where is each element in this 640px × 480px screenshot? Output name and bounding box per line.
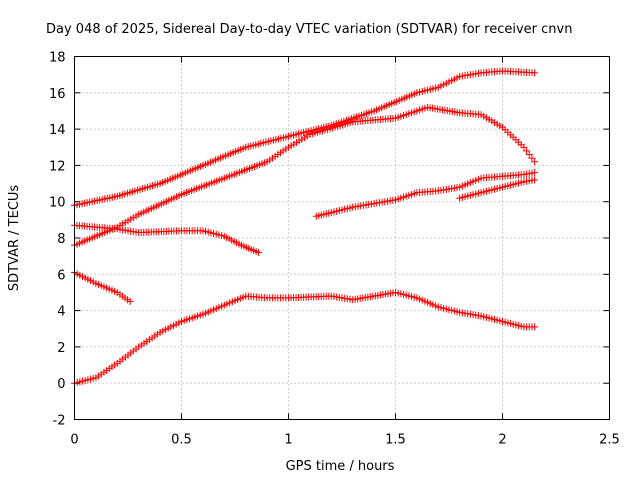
series-track-2 [71,103,539,249]
y-tick-label: 8 [57,232,65,247]
series-track-1 [71,67,539,209]
y-tick-label: 2 [57,341,65,356]
plot-frame [74,56,610,420]
x-tick-label: 0 [70,433,78,448]
y-tick-label: 10 [49,196,66,211]
data-point [255,249,263,257]
x-tick-label: 1 [284,433,292,448]
y-tick-label: 0 [57,377,65,392]
grid [74,56,610,420]
data-point [531,323,539,331]
axis-ticks: 0 0.5 1 1.5 2 2.5 -2 0 2 4 6 8 10 12 14 16 18 [49,51,620,448]
series-track-6 [312,169,539,220]
data-point [531,169,539,177]
chart-title: Day 048 of 2025, Sidereal Day-to-day VTE… [46,22,572,37]
x-tick-label: 1.5 [385,433,406,448]
data-point [523,147,531,155]
y-tick-label: 16 [49,87,66,102]
x-tick-label: 2 [498,433,506,448]
data-point [126,298,134,306]
y-tick-label: 18 [49,51,66,66]
data-series [71,67,539,387]
data-point [531,69,539,77]
y-axis-label: SDTVAR / TECUs [7,185,22,292]
x-tick-label: 2.5 [599,433,620,448]
y-tick-label: 4 [57,305,65,320]
x-axis-label: GPS time / hours [286,459,395,474]
data-point [525,151,533,159]
series-track-3 [71,221,263,257]
x-tick-label: 0.5 [171,433,192,448]
y-tick-label: 12 [49,159,66,174]
series-track-7 [456,176,539,202]
data-point [531,176,539,184]
data-point [520,143,528,151]
y-tick-label: 6 [57,268,65,283]
y-tick-label: -2 [53,414,66,429]
y-tick-label: 14 [49,123,66,138]
series-track-5 [71,288,539,387]
data-point [531,158,539,166]
series-track-4 [71,268,134,306]
data-point [528,154,536,162]
